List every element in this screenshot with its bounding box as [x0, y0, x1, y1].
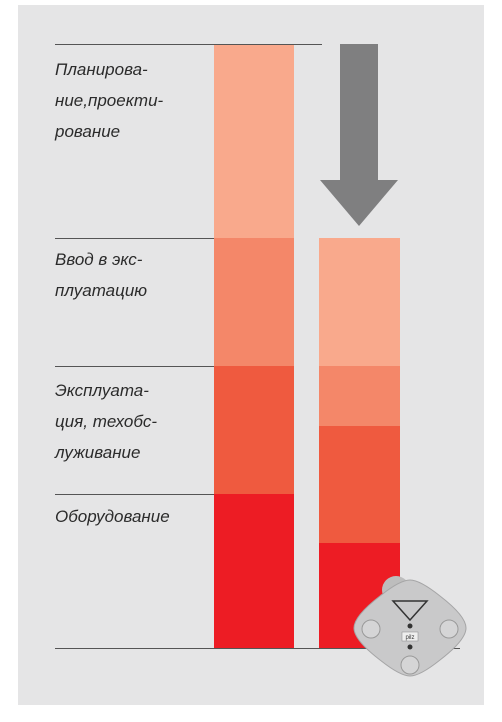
device-button [362, 620, 380, 638]
stage-label: плуатацию [55, 281, 147, 300]
diagram: pilz Планирова-ние,проекти-рование Ввод в… [0, 0, 502, 722]
right-segment-planning [319, 238, 400, 366]
left-segment-commissioning [214, 238, 294, 366]
stage-label: ние,проекти- [55, 91, 164, 110]
device-label: pilz [405, 635, 414, 641]
stage-label: Эксплуата- [55, 381, 149, 400]
device-button [440, 620, 458, 638]
device-button [401, 656, 419, 674]
right-segment-operation [319, 426, 400, 543]
stage-label: Планирова- [55, 60, 148, 79]
stage-label: рование [54, 122, 120, 141]
right-segment-commissioning [319, 366, 400, 426]
stage-label: Оборудование [55, 507, 170, 526]
device-led [408, 645, 413, 650]
device-led [408, 624, 413, 629]
stage-label: луживание [54, 443, 140, 462]
stage-label: ция, техобс- [55, 412, 157, 431]
left-segment-planning [214, 44, 294, 238]
left-segment-equipment [214, 494, 294, 648]
stage-label: Ввод в экс- [55, 250, 143, 269]
left-segment-operation [214, 366, 294, 494]
